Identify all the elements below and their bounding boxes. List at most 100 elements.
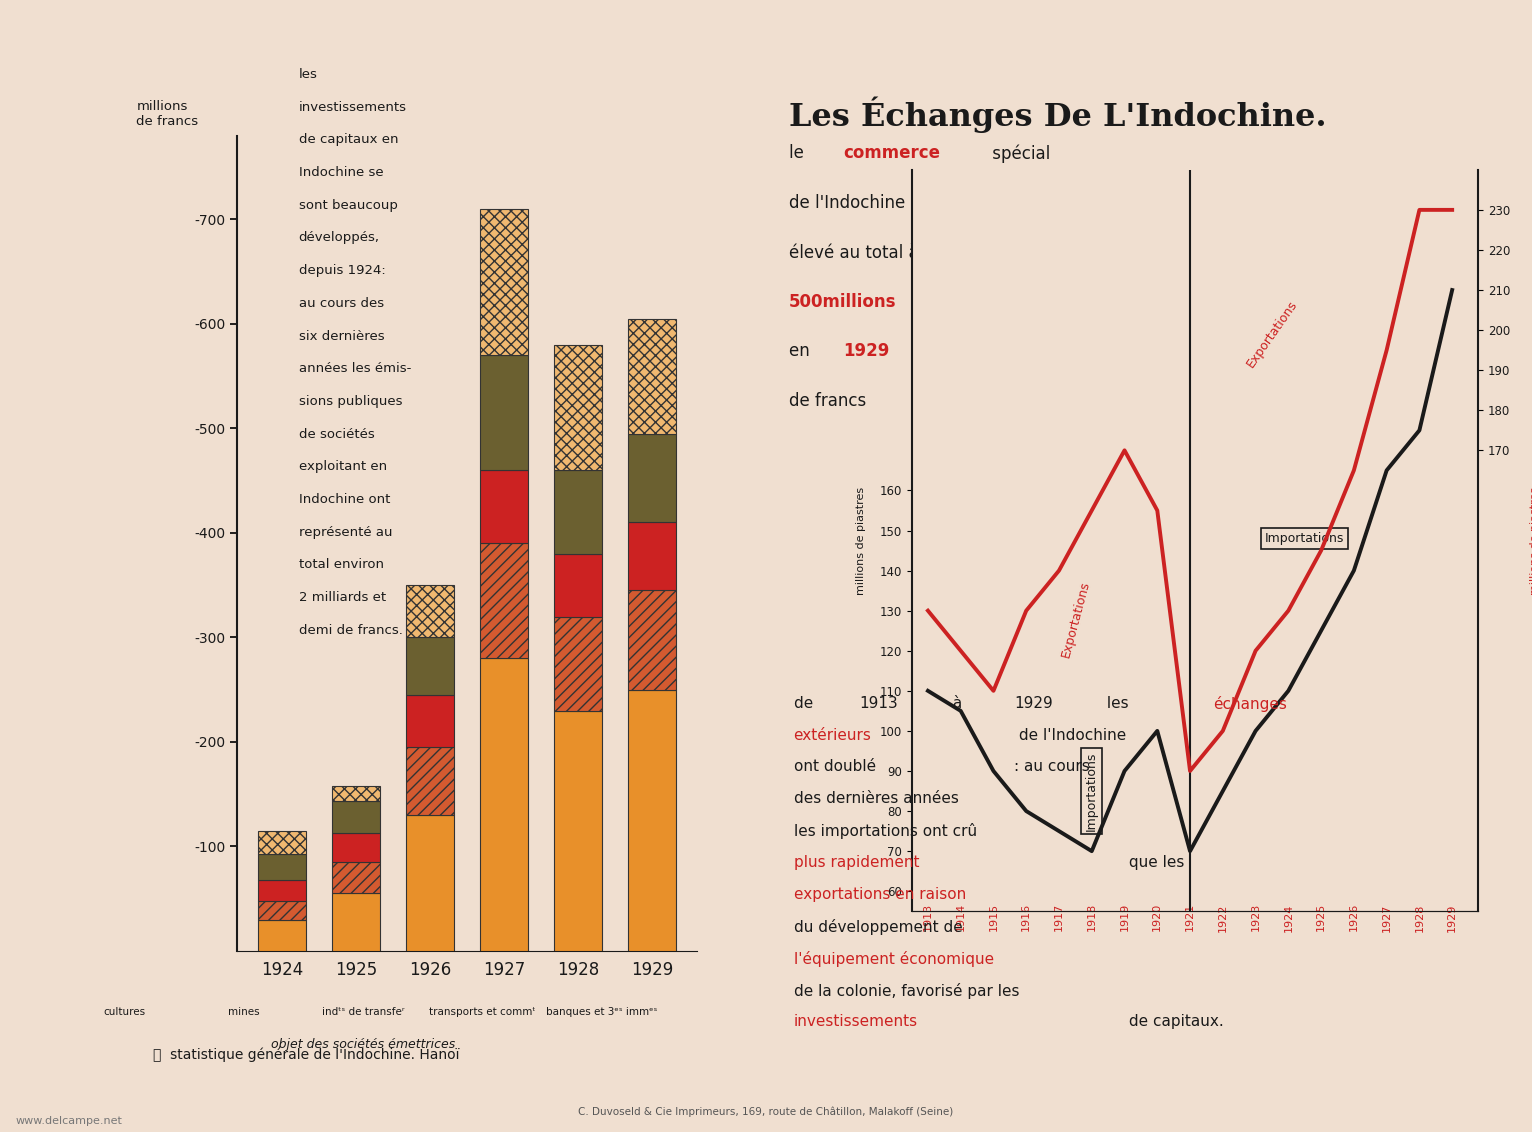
Text: les: les <box>1103 696 1134 711</box>
Text: 1929: 1929 <box>843 343 890 360</box>
Text: commerce: commerce <box>843 145 941 162</box>
Bar <box>628 591 676 689</box>
Text: de capitaux.: de capitaux. <box>1124 1014 1224 1029</box>
FancyBboxPatch shape <box>987 391 1209 417</box>
Text: spécial: spécial <box>987 145 1051 163</box>
Text: 1929: 1929 <box>1448 903 1457 932</box>
Bar <box>480 659 529 951</box>
Text: les: les <box>299 68 317 80</box>
Bar <box>406 815 455 951</box>
Text: de l'Indochine: de l'Indochine <box>1014 728 1126 743</box>
Bar <box>406 695 455 747</box>
Text: représenté au: représenté au <box>299 525 392 539</box>
Bar <box>332 786 380 801</box>
Text: millions de piastres: millions de piastres <box>855 487 866 594</box>
Text: Ⓟ  statistique générale de l'Indochine. Hanoï: Ⓟ statistique générale de l'Indochine. H… <box>153 1047 460 1062</box>
Text: que les: que les <box>1124 855 1184 871</box>
Text: Indochine ont: Indochine ont <box>299 494 391 506</box>
Text: 1916: 1916 <box>1022 903 1031 932</box>
Text: 1919: 1919 <box>1120 903 1129 932</box>
Text: 1929: 1929 <box>1014 696 1052 711</box>
Text: ont doublé: ont doublé <box>794 760 876 774</box>
Text: demi de francs.: demi de francs. <box>299 624 403 637</box>
Bar <box>480 543 529 659</box>
Text: 1923: 1923 <box>1250 903 1261 932</box>
Text: de capitaux en: de capitaux en <box>299 134 398 146</box>
Text: C. Duvoseld & Cie Imprimeurs, 169, route de Châtillon, Malakoff (Seine): C. Duvoseld & Cie Imprimeurs, 169, route… <box>579 1106 953 1117</box>
Text: Exportations: Exportations <box>1244 298 1301 370</box>
Bar <box>406 747 455 815</box>
Text: en: en <box>789 343 815 360</box>
Text: à: à <box>948 696 967 711</box>
Text: six dernières: six dernières <box>299 329 385 343</box>
Text: 1925: 1925 <box>1316 903 1327 932</box>
Text: depuis 1924:: depuis 1924: <box>299 264 386 277</box>
Text: Importations: Importations <box>1265 532 1345 544</box>
Text: de: de <box>794 696 818 711</box>
Bar <box>480 470 529 543</box>
Bar <box>628 523 676 591</box>
Bar <box>555 617 602 711</box>
Bar <box>332 833 380 863</box>
Text: de l'Indochine s'est: de l'Indochine s'est <box>789 194 950 212</box>
Text: 1928: 1928 <box>1414 903 1425 932</box>
Bar <box>628 319 676 434</box>
Text: 1920: 1920 <box>1152 903 1163 932</box>
Bar <box>628 689 676 951</box>
Text: 1918: 1918 <box>1086 903 1097 932</box>
Bar <box>259 901 306 919</box>
Text: 1915: 1915 <box>988 903 999 932</box>
Text: Importations: Importations <box>1085 752 1098 831</box>
Text: 1927: 1927 <box>1382 903 1391 932</box>
Text: Indochine se: Indochine se <box>299 166 383 179</box>
Text: le: le <box>789 145 809 162</box>
Text: élevé au total à près de: élevé au total à près de <box>789 243 987 261</box>
Text: cultures: cultures <box>103 1007 146 1018</box>
Bar <box>259 880 306 901</box>
Bar <box>480 355 529 470</box>
Text: total environ: total environ <box>299 558 383 572</box>
Bar <box>259 919 306 951</box>
Text: millions
de francs: millions de francs <box>136 100 199 128</box>
Text: millions de piastres: millions de piastres <box>1530 487 1532 594</box>
Text: sont beaucoup: sont beaucoup <box>299 199 398 212</box>
Bar <box>332 893 380 951</box>
Text: l'équipement économique: l'équipement économique <box>794 951 994 967</box>
Bar <box>555 711 602 951</box>
Text: , soit: , soit <box>915 343 961 360</box>
Text: banques et 3ᵉˢ immᵉˢ: banques et 3ᵉˢ immᵉˢ <box>547 1007 657 1018</box>
Text: des dernières années: des dernières années <box>794 791 959 806</box>
Text: développés,: développés, <box>299 231 380 245</box>
Text: de sociétés: de sociétés <box>299 428 374 440</box>
Text: années les émis-: années les émis- <box>299 362 411 375</box>
Text: mines: mines <box>228 1007 259 1018</box>
Text: 5 milliards: 5 milliards <box>1042 343 1140 360</box>
Text: au cours des: au cours des <box>299 297 385 310</box>
Text: Exportations: Exportations <box>1059 580 1092 659</box>
Text: 1913: 1913 <box>859 696 898 711</box>
Bar <box>406 637 455 695</box>
Bar <box>259 831 306 854</box>
Bar <box>555 345 602 470</box>
Bar <box>259 854 306 880</box>
Text: 1926: 1926 <box>1348 903 1359 932</box>
Text: du développement de: du développement de <box>794 919 962 935</box>
Text: de la colonie, favorisé par les: de la colonie, favorisé par les <box>794 983 1019 998</box>
Text: investissements: investissements <box>299 101 406 113</box>
Bar <box>480 209 529 355</box>
Text: 500millions: 500millions <box>789 293 896 311</box>
Text: objet des sociétés émettrices: objet des sociétés émettrices <box>271 1038 455 1050</box>
Bar <box>332 801 380 833</box>
Text: de piastres: de piastres <box>987 293 1085 311</box>
Text: 1914: 1914 <box>956 903 965 932</box>
Text: exploitant en: exploitant en <box>299 461 388 473</box>
Text: : au cours: : au cours <box>1014 760 1089 774</box>
Text: indᵗˢ de transfeʳ: indᵗˢ de transfeʳ <box>322 1007 404 1018</box>
Text: 1913: 1913 <box>922 903 933 932</box>
Text: 1924: 1924 <box>1284 903 1293 932</box>
Text: Les Échanges De L'Indochine.: Les Échanges De L'Indochine. <box>789 96 1327 132</box>
Text: de francs: de francs <box>789 392 872 410</box>
Bar <box>332 863 380 893</box>
Text: investissements: investissements <box>794 1014 918 1029</box>
Text: www.delcampe.net: www.delcampe.net <box>15 1116 123 1126</box>
